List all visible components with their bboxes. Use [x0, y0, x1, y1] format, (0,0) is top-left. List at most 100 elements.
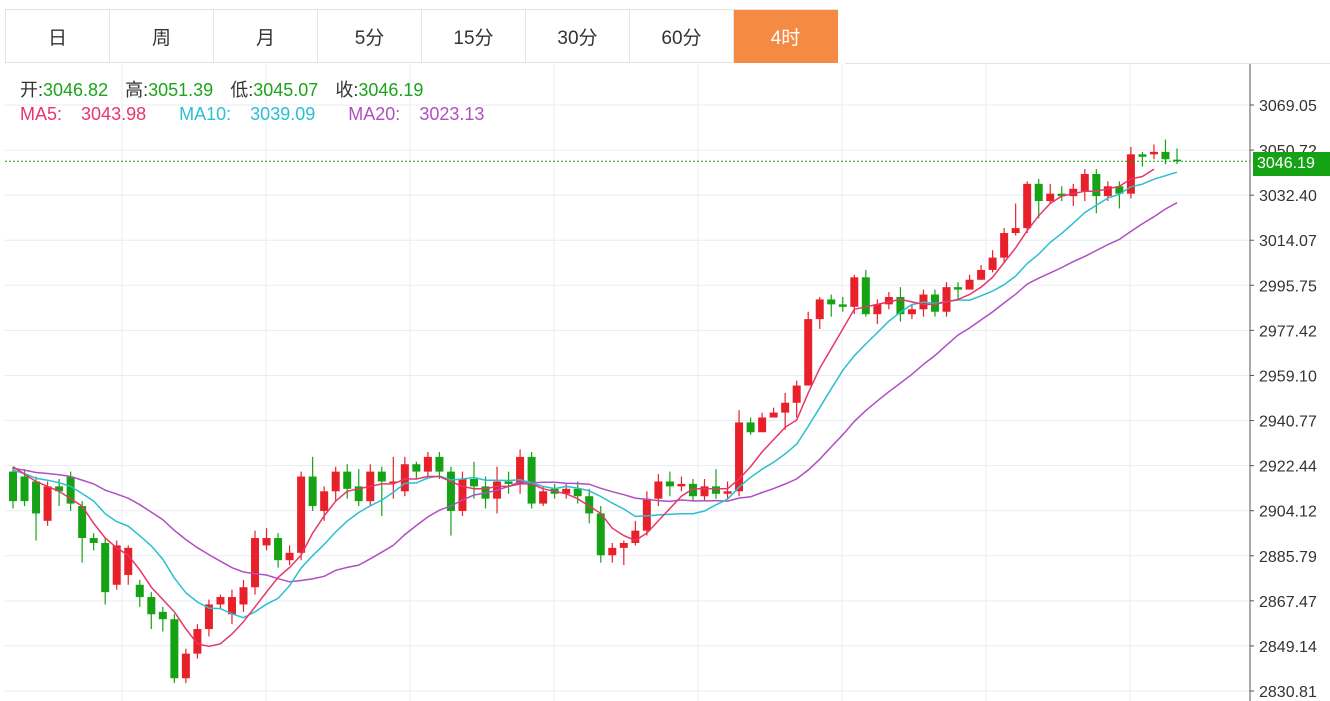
candle-body	[412, 464, 421, 472]
candle-body	[861, 277, 870, 315]
candle-body	[688, 483, 697, 497]
candle-body	[297, 476, 306, 553]
ma10-label: MA10:	[179, 104, 232, 124]
candle-body	[792, 385, 801, 403]
close-label: 收:	[335, 80, 359, 100]
candle-body	[815, 299, 824, 320]
candle-body	[43, 486, 52, 521]
candle-body	[78, 506, 87, 539]
y-tick-label: 2959.10	[1259, 368, 1317, 385]
candle-body	[55, 486, 64, 492]
candle-body	[204, 604, 213, 630]
candle-body	[158, 611, 167, 620]
candle-body	[1149, 151, 1158, 155]
candle-body	[1080, 173, 1089, 192]
tab-month[interactable]: 月	[214, 10, 318, 63]
candle-body	[469, 478, 478, 487]
candle-body	[1057, 193, 1066, 197]
ma-info: MA5: 3043.98 MA10: 3039.09 MA20: 3023.13	[20, 104, 512, 125]
candle-body	[1034, 183, 1043, 202]
candle-body	[20, 476, 29, 502]
candle-body	[654, 481, 663, 499]
ma20-value: 3023.13	[419, 104, 485, 124]
y-tick-label: 2885.79	[1259, 549, 1317, 566]
candle-body	[977, 269, 986, 280]
candle-body	[539, 491, 548, 504]
tab-5min[interactable]: 5分	[318, 10, 422, 63]
candle-body	[804, 319, 813, 386]
candle-body	[1173, 159, 1181, 162]
candle-body	[746, 422, 755, 433]
y-tick-label: 2867.47	[1259, 594, 1317, 611]
candle-body	[562, 488, 571, 494]
y-tick-label: 2922.44	[1259, 459, 1317, 476]
candle-body	[331, 471, 340, 492]
tab-day[interactable]: 日	[6, 10, 110, 63]
ma20-label: MA20:	[348, 104, 401, 124]
candle-body	[1138, 154, 1147, 157]
candle-body	[1000, 233, 1009, 258]
candle-body	[1023, 183, 1032, 229]
candle-body	[712, 486, 721, 494]
candle-body	[9, 471, 17, 502]
candle-body	[400, 464, 409, 492]
candle-body	[1069, 188, 1078, 197]
candle-body	[423, 456, 432, 472]
candle-body	[873, 304, 882, 315]
candle-body	[827, 299, 836, 305]
candle-body	[101, 542, 110, 593]
candle-body	[700, 486, 709, 497]
candle-body	[181, 653, 190, 679]
open-value: 3046.82	[43, 80, 109, 100]
candle-body	[1011, 228, 1020, 234]
candle-body	[66, 476, 75, 504]
candle-body	[642, 498, 651, 531]
tabs-divider	[845, 63, 1330, 64]
tab-60min[interactable]: 60分	[630, 10, 734, 63]
candle-body	[147, 597, 156, 615]
candle-body	[723, 491, 732, 494]
tab-30min[interactable]: 30分	[526, 10, 630, 63]
candle-body	[32, 481, 41, 514]
candle-body	[1115, 186, 1124, 194]
y-tick-label: 3032.40	[1259, 188, 1317, 205]
ma5-line	[12, 168, 1155, 648]
candle-body	[227, 597, 236, 615]
candle-body	[850, 277, 859, 307]
y-tick-label: 2977.42	[1259, 323, 1317, 340]
y-tick-label: 2940.77	[1259, 414, 1317, 431]
y-tick-label: 2995.75	[1259, 278, 1317, 295]
candle-body	[516, 456, 525, 484]
candle-body	[262, 538, 271, 546]
ma10-line	[12, 171, 1178, 619]
candle-body	[665, 481, 674, 487]
ma20-readout: MA20: 3023.13	[348, 104, 498, 124]
candle-body	[1103, 186, 1112, 197]
tab-15min[interactable]: 15分	[422, 10, 526, 63]
candle-body	[769, 412, 778, 418]
candle-body	[631, 530, 640, 543]
candle-body	[781, 402, 790, 413]
candle-body	[285, 552, 294, 561]
candle-body	[1126, 154, 1135, 194]
candle-body	[377, 471, 386, 482]
ma10-value: 3039.09	[250, 104, 316, 124]
candle-body	[274, 538, 283, 561]
candle-body	[907, 309, 916, 315]
candle-body	[735, 422, 744, 492]
candle-body	[1161, 151, 1170, 160]
candle-body	[170, 619, 179, 679]
candle-body	[884, 296, 893, 305]
candle-body	[216, 597, 225, 605]
candle-body	[251, 538, 260, 588]
tab-week[interactable]: 周	[110, 10, 214, 63]
ma5-label: MA5:	[20, 104, 63, 124]
high-value: 3051.39	[148, 80, 214, 100]
candle-body	[193, 629, 202, 654]
candle-body	[988, 257, 997, 270]
candle-body	[446, 471, 455, 511]
close-value: 3046.19	[358, 80, 424, 100]
candle-body	[527, 456, 536, 504]
tab-4hour[interactable]: 4时	[734, 10, 838, 63]
